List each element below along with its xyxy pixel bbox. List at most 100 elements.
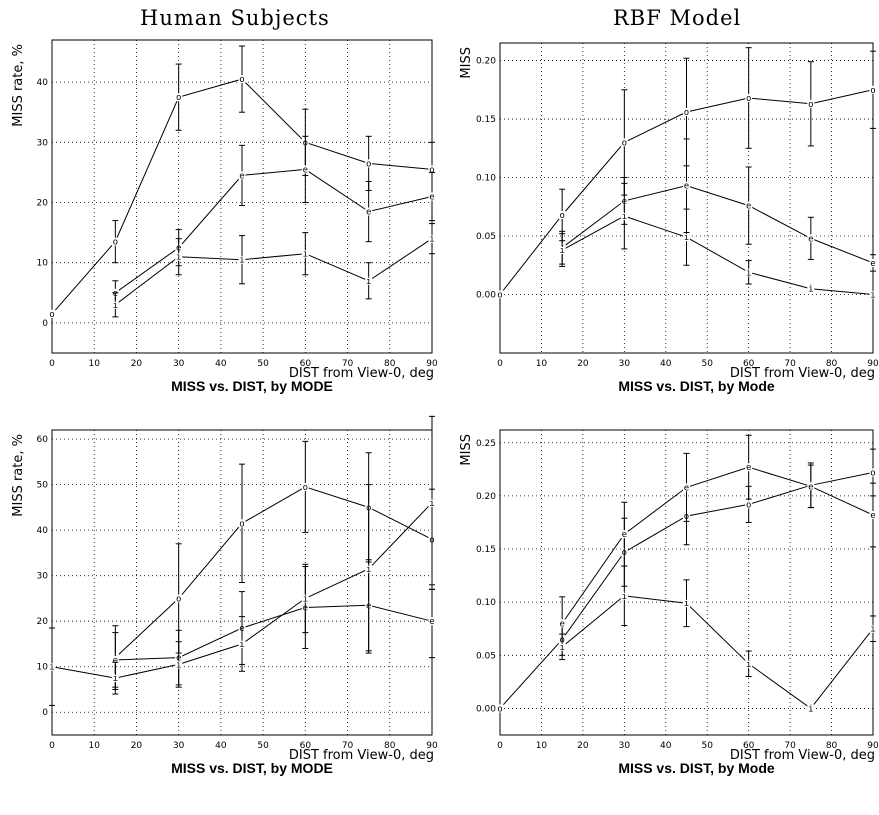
data-point-i: i xyxy=(113,301,118,311)
data-point-o: o xyxy=(113,238,118,248)
marker-bg xyxy=(745,659,753,668)
marker-bg xyxy=(745,500,753,509)
x-tick-label: 60 xyxy=(743,359,755,369)
y-tick-label: 0 xyxy=(42,708,48,718)
x-tick-label: 90 xyxy=(426,359,438,369)
marker-bg xyxy=(428,498,436,507)
x-axis-label: DIST from View-0, deg xyxy=(730,748,875,763)
chart-human-bottom: 0 10 20 30 40 50 60 70 80 90 0 10 20 30 40 50 60 MISS rat… xyxy=(0,415,438,815)
data-point-e: e xyxy=(870,511,875,521)
data-point-e: e xyxy=(113,656,118,666)
marker-bg xyxy=(807,482,815,491)
plot-frame xyxy=(499,42,874,354)
y-tick-label: 60 xyxy=(37,435,49,445)
series-line-e xyxy=(561,185,874,264)
chart-caption: MISS vs. DIST, by MODE xyxy=(171,378,333,394)
x-axis-label: DIST from View-0, deg xyxy=(289,748,434,763)
y-tick-label: 10 xyxy=(37,259,49,269)
data-point-i: i xyxy=(746,660,751,670)
x-tick-label: 90 xyxy=(426,741,438,751)
x-tick-label: 50 xyxy=(701,741,713,751)
marker-bg xyxy=(428,165,436,174)
marker-bg xyxy=(869,511,877,520)
data-point-i: i xyxy=(870,291,875,301)
data-point-e: e xyxy=(429,193,434,203)
plot-frame xyxy=(499,429,874,736)
x-tick-label: 50 xyxy=(257,359,269,369)
data-point-o: o xyxy=(622,138,627,148)
marker-bg xyxy=(238,255,246,264)
marker-bg xyxy=(365,207,373,216)
x-tick-label: 70 xyxy=(342,741,354,751)
chart-caption: MISS vs. DIST, by Mode xyxy=(618,378,775,394)
data-point-i: i xyxy=(808,285,813,295)
data-point-o: o xyxy=(239,75,244,85)
x-tick-label: 40 xyxy=(215,741,227,751)
marker-bg xyxy=(620,138,628,147)
chart-human-top-svg: 0 10 20 30 40 50 60 70 80 90 0 10 20 30 40 MISS rate, %… xyxy=(11,39,438,394)
marker-bg xyxy=(175,660,183,669)
marker-bg xyxy=(745,268,753,277)
y-tick-label: 0.00 xyxy=(476,291,496,301)
marker-bg xyxy=(496,704,504,713)
data-point-i: i xyxy=(808,704,813,714)
y-axis-label: MISS rate, % xyxy=(11,44,26,127)
x-tick-label: 0 xyxy=(49,741,55,751)
marker-bg xyxy=(111,300,119,309)
data-point-i: i xyxy=(622,592,627,602)
marker-bg xyxy=(807,99,815,108)
marker-bg xyxy=(869,258,877,267)
marker-bg xyxy=(620,212,628,221)
data-point-i: i xyxy=(870,625,875,635)
series-line-i xyxy=(114,238,433,306)
series-line-i xyxy=(561,215,874,295)
x-tick-label: 20 xyxy=(131,359,143,369)
marker-bg xyxy=(869,85,877,94)
marker-bg xyxy=(683,483,690,492)
x-tick-label: 0 xyxy=(49,359,55,369)
x-tick-label: 20 xyxy=(131,741,143,751)
marker-bg xyxy=(428,234,436,243)
marker-bg xyxy=(301,594,309,603)
data-point-e: e xyxy=(870,259,875,269)
marker-bg xyxy=(683,233,690,242)
marker-bg xyxy=(301,482,309,491)
data-point-o: o xyxy=(870,86,875,96)
x-tick-label: 30 xyxy=(619,741,631,751)
marker-bg xyxy=(111,655,119,664)
x-tick-label: 40 xyxy=(660,741,672,751)
marker-bg xyxy=(558,619,566,628)
data-point-i: i xyxy=(176,660,181,670)
marker-bg xyxy=(807,284,815,293)
chart-caption: MISS vs. DIST, by Mode xyxy=(618,760,775,776)
marker-bg xyxy=(807,234,815,243)
y-tick-label: 0.10 xyxy=(476,174,496,184)
data-point-i: i xyxy=(684,233,689,243)
y-tick-label: 0.05 xyxy=(476,232,496,242)
x-tick-label: 80 xyxy=(384,359,396,369)
data-point-i: i xyxy=(559,643,564,653)
x-tick-label: 60 xyxy=(300,359,312,369)
marker-bg xyxy=(745,201,753,210)
data-point-e: e xyxy=(746,463,751,473)
x-tick-label: 70 xyxy=(784,741,796,751)
data-point-e: e xyxy=(239,171,244,181)
marker-bg xyxy=(238,639,246,648)
y-tick-label: 40 xyxy=(37,78,49,88)
y-tick-label: 20 xyxy=(37,617,49,627)
data-point-e: e xyxy=(746,202,751,212)
data-point-o: o xyxy=(746,94,751,104)
data-point-e: e xyxy=(684,182,689,192)
data-point-o: o xyxy=(49,310,54,320)
x-tick-label: 0 xyxy=(497,741,503,751)
x-tick-label: 40 xyxy=(215,359,227,369)
x-tick-label: 80 xyxy=(384,741,396,751)
marker-bg xyxy=(869,290,877,299)
data-point-i: i xyxy=(239,640,244,650)
x-tick-label: 70 xyxy=(342,359,354,369)
data-point-i: i xyxy=(303,594,308,604)
marker-bg xyxy=(365,159,373,168)
y-tick-label: 0.20 xyxy=(476,57,496,67)
marker-bg xyxy=(558,246,566,255)
data-point-o: o xyxy=(429,165,434,175)
